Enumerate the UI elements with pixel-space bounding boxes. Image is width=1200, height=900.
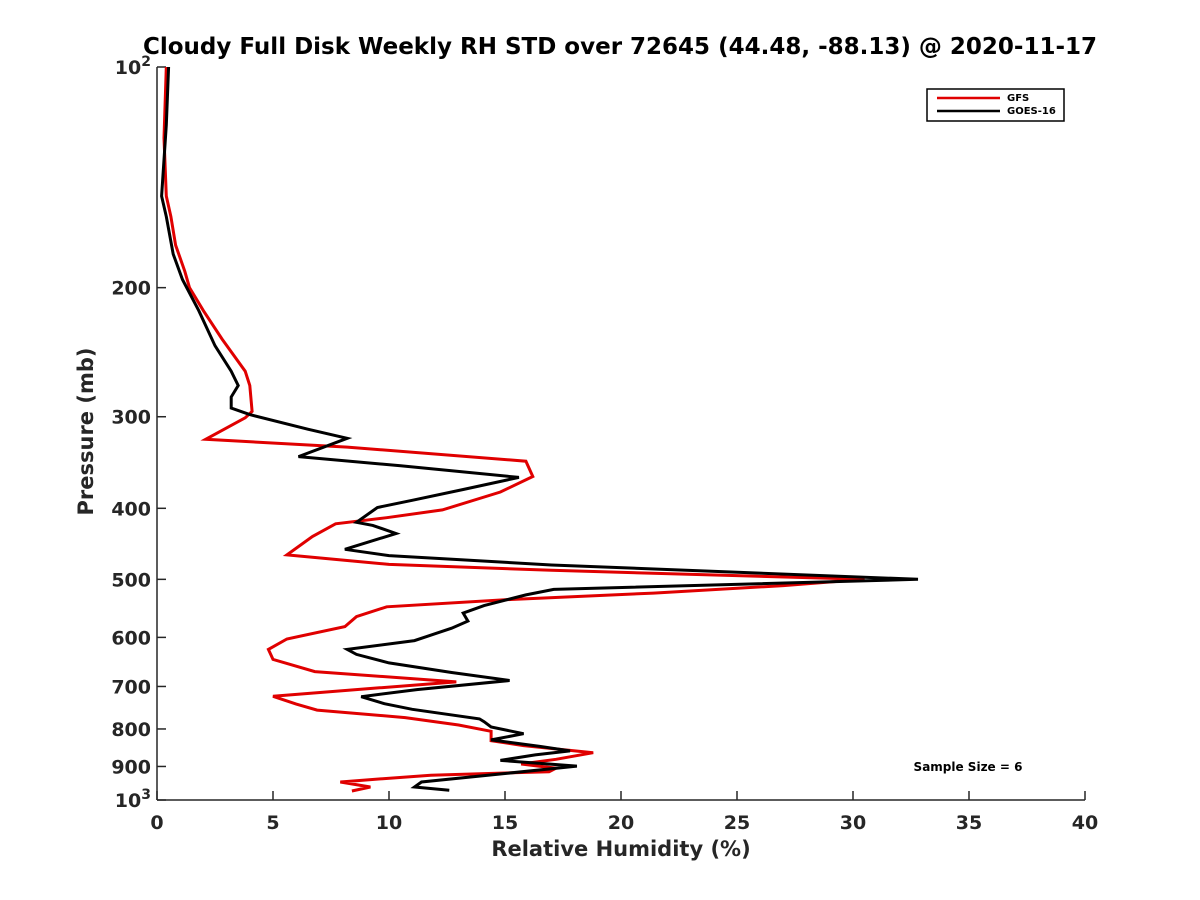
y-tick-label: 102 xyxy=(115,54,151,79)
y-axis-label: Pressure (mb) xyxy=(74,348,98,516)
chart-title: Cloudy Full Disk Weekly RH STD over 7264… xyxy=(143,34,1097,60)
y-tick-label: 300 xyxy=(111,407,151,429)
x-tick-label: 5 xyxy=(266,812,279,834)
x-tick-label: 10 xyxy=(376,812,402,834)
sample-size-annotation: Sample Size = 6 xyxy=(914,760,1023,774)
plot-area xyxy=(156,67,1085,801)
x-tick-label: 0 xyxy=(150,812,163,834)
legend-label-goes16: GOES-16 xyxy=(1007,106,1056,117)
x-tick-label: 35 xyxy=(956,812,982,834)
y-tick-label: 900 xyxy=(111,756,151,778)
x-tick-label: 40 xyxy=(1072,812,1098,834)
legend-label-gfs: GFS xyxy=(1007,93,1029,104)
x-axis-ticks: 0 5 10 15 20 25 30 35 40 xyxy=(150,791,1098,834)
y-axis-ticks: 102 200 300 400 500 600 700 800 900 103 xyxy=(111,54,166,812)
legend-box xyxy=(926,88,1065,122)
y-tick-label: 500 xyxy=(111,569,151,591)
series-line-goes16 xyxy=(160,66,919,792)
y-tick-label: 700 xyxy=(111,676,151,698)
y-tick-label: 800 xyxy=(111,719,151,741)
x-tick-label: 15 xyxy=(492,812,518,834)
legend: GFS GOES-16 xyxy=(926,88,1065,122)
x-tick-label: 20 xyxy=(608,812,634,834)
x-tick-label: 25 xyxy=(724,812,750,834)
series-lines xyxy=(160,66,919,793)
y-tick-label: 200 xyxy=(111,278,151,300)
x-axis-label: Relative Humidity (%) xyxy=(491,837,750,861)
y-tick-label: 103 xyxy=(115,787,151,812)
y-tick-label: 400 xyxy=(111,498,151,520)
y-tick-label: 600 xyxy=(111,627,151,649)
series-line-gfs xyxy=(162,66,865,793)
x-tick-label: 30 xyxy=(840,812,866,834)
